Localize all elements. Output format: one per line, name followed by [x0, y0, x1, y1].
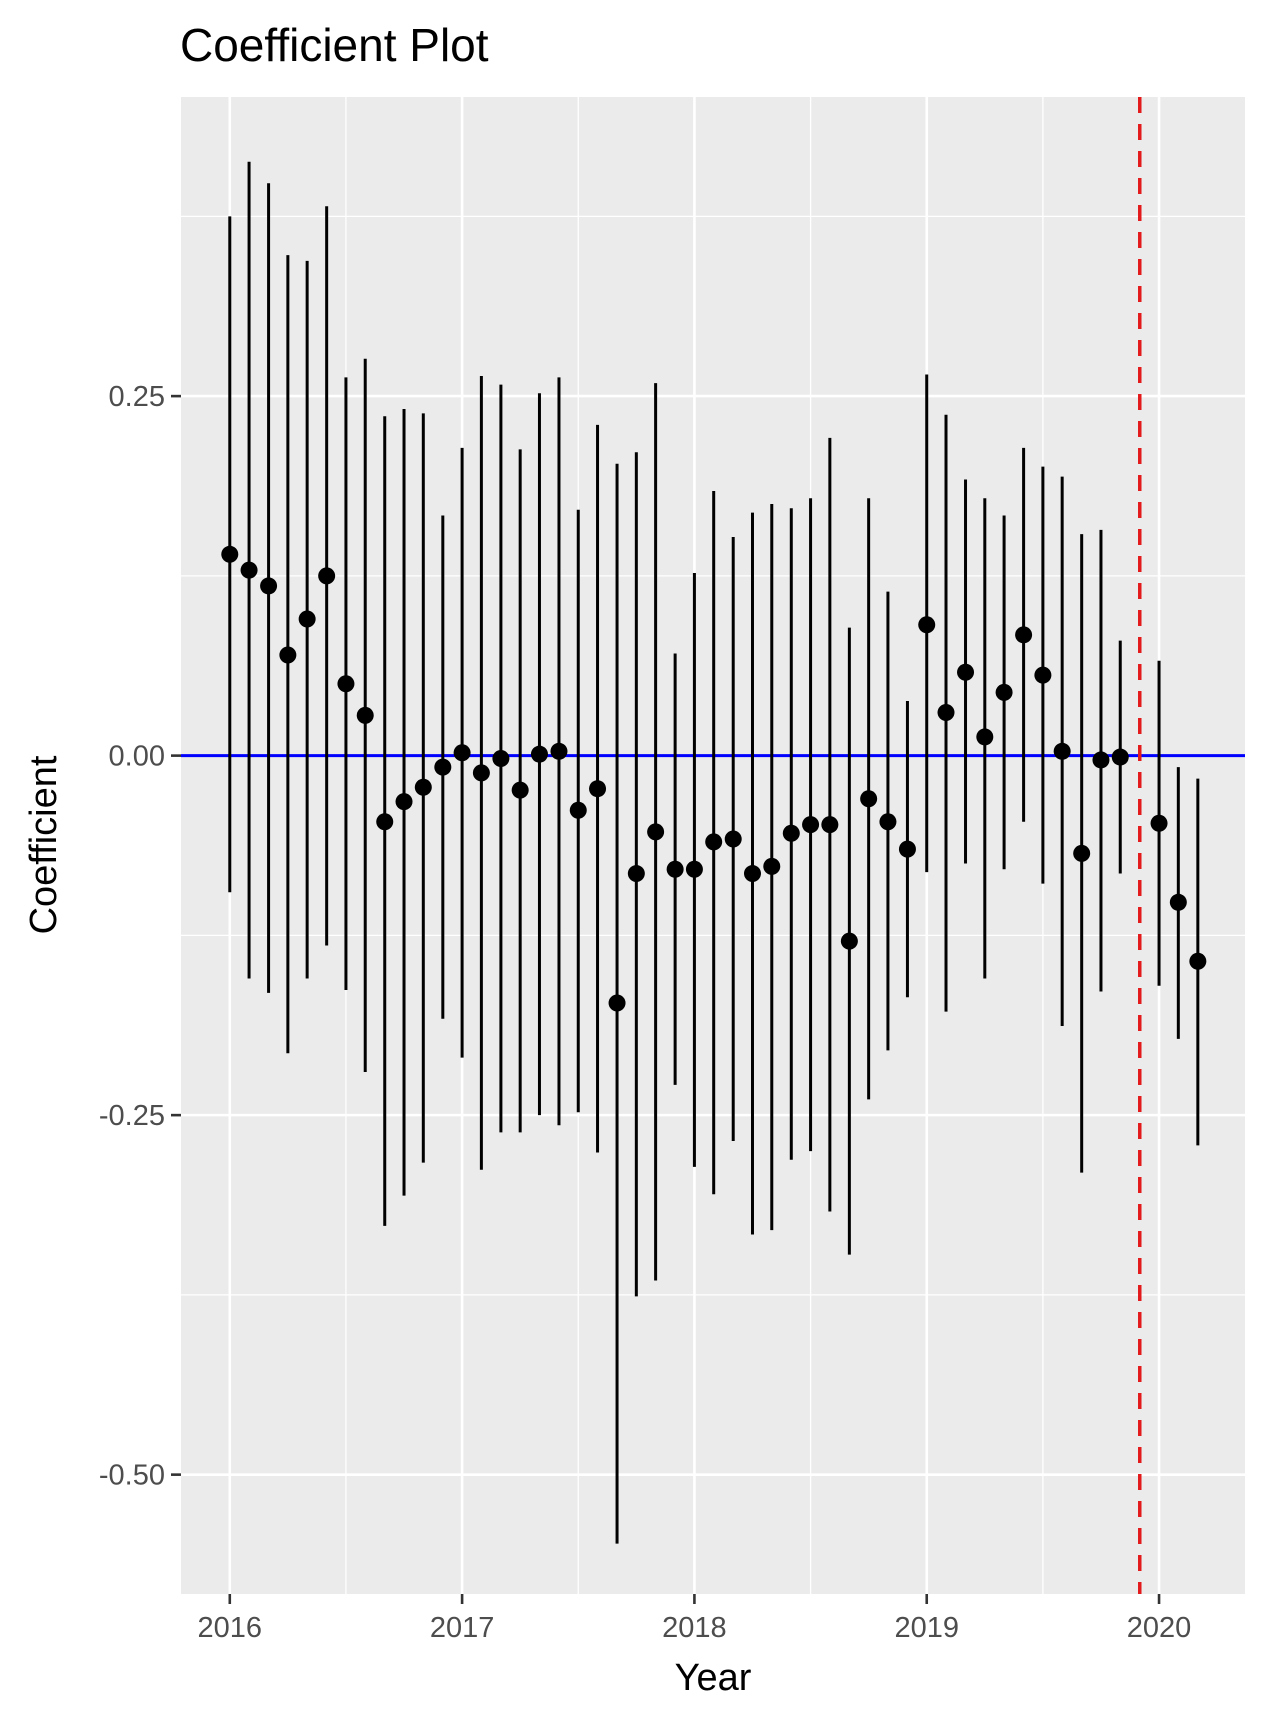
- coefficient-point: [318, 567, 336, 585]
- coefficient-point: [860, 790, 878, 808]
- coefficient-point: [356, 706, 374, 724]
- coefficient-points: [221, 545, 1207, 1012]
- x-tick-labels: 2016 2017 2018 2019 2020: [198, 1612, 1192, 1644]
- coefficient-point: [898, 840, 916, 858]
- coefficient-point: [1189, 952, 1207, 970]
- x-tick-label: 2019: [894, 1612, 959, 1644]
- x-tick-label: 2016: [198, 1612, 263, 1644]
- coefficient-point: [337, 675, 355, 693]
- coefficient-point: [685, 860, 703, 878]
- coefficient-point: [1111, 748, 1129, 766]
- coefficient-point: [763, 857, 781, 875]
- coefficient-point: [376, 813, 394, 831]
- coefficient-point: [802, 816, 820, 834]
- coefficient-point: [414, 778, 432, 796]
- coefficient-point: [608, 994, 626, 1012]
- y-tick-label: 0.25: [109, 381, 165, 413]
- coefficient-point: [1053, 742, 1071, 760]
- coefficient-point: [647, 823, 665, 841]
- y-axis-title: Coefficient: [23, 755, 65, 934]
- coefficient-point: [821, 816, 839, 834]
- x-tick-label: 2017: [430, 1612, 495, 1644]
- y-tick-label: -0.50: [99, 1460, 165, 1492]
- coefficient-point: [666, 860, 684, 878]
- coefficient-point: [840, 932, 858, 950]
- coefficient-point: [1015, 626, 1033, 644]
- x-tick-label: 2020: [1127, 1612, 1192, 1644]
- coefficient-point: [530, 745, 548, 763]
- coefficient-point: [937, 703, 955, 721]
- coefficient-point: [279, 646, 297, 664]
- coefficient-point: [918, 616, 936, 634]
- coefficient-point: [298, 610, 316, 628]
- coefficient-point: [453, 744, 471, 762]
- coefficient-point: [976, 728, 994, 746]
- coefficient-point: [1034, 666, 1052, 684]
- coefficient-point: [492, 749, 510, 767]
- coefficient-point: [782, 824, 800, 842]
- coefficient-point: [627, 865, 645, 883]
- x-tick-label: 2018: [662, 1612, 727, 1644]
- y-tick-label: 0.00: [109, 741, 165, 773]
- coefficient-point: [1092, 751, 1110, 769]
- coefficient-point: [395, 793, 413, 811]
- coefficient-point: [472, 764, 490, 782]
- coefficient-point: [260, 577, 278, 595]
- coefficient-point: [550, 742, 568, 760]
- coefficient-point: [1169, 893, 1187, 911]
- x-axis-title: Year: [675, 1657, 752, 1699]
- coefficient-point: [511, 781, 529, 799]
- coefficient-point: [434, 758, 452, 776]
- coefficient-point: [1073, 844, 1091, 862]
- coefficient-point: [240, 561, 258, 579]
- axis-ticks: [171, 394, 1161, 1604]
- coefficient-point: [569, 801, 587, 819]
- chart-title: Coefficient Plot: [180, 19, 489, 71]
- coefficient-point: [705, 833, 723, 851]
- y-tick-label: -0.25: [99, 1100, 165, 1132]
- coefficient-point: [995, 683, 1013, 701]
- coefficient-point: [957, 663, 975, 681]
- y-tick-labels: -0.50 -0.25 0.00 0.25: [99, 381, 165, 1492]
- coefficient-point: [724, 830, 742, 848]
- coefficient-point: [743, 865, 761, 883]
- coefficient-point: [879, 813, 897, 831]
- coefficient-point: [1150, 814, 1168, 832]
- coefficient-point: [221, 545, 239, 563]
- coefficient-point: [589, 780, 607, 798]
